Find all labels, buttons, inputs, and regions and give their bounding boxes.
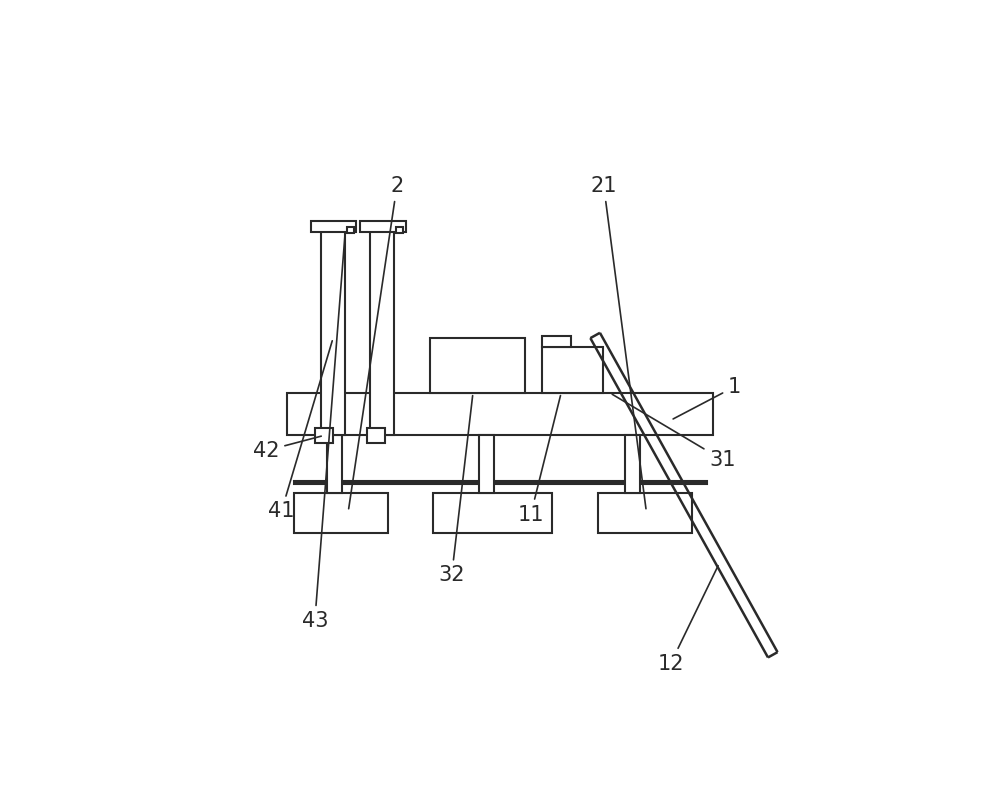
Text: 31: 31 <box>612 394 736 470</box>
Bar <box>396 228 403 234</box>
Text: 2: 2 <box>349 176 404 509</box>
Bar <box>360 220 406 231</box>
Text: 11: 11 <box>517 396 560 525</box>
Bar <box>542 348 603 393</box>
Text: 41: 41 <box>268 340 332 521</box>
Bar <box>347 228 354 234</box>
Bar <box>598 493 692 532</box>
Text: 32: 32 <box>438 396 473 585</box>
Bar <box>311 220 356 231</box>
Bar <box>430 338 525 393</box>
Text: 42: 42 <box>253 436 321 461</box>
Text: 12: 12 <box>657 566 718 674</box>
Bar <box>294 481 707 484</box>
Bar <box>479 435 494 493</box>
Bar <box>294 493 388 532</box>
Bar <box>287 393 713 435</box>
Bar <box>433 493 552 532</box>
Bar <box>370 226 394 435</box>
Bar <box>321 226 345 435</box>
Text: 43: 43 <box>302 235 345 631</box>
Bar <box>542 337 571 348</box>
Bar <box>327 435 342 493</box>
Text: 1: 1 <box>673 377 741 419</box>
Text: 21: 21 <box>590 176 646 509</box>
Bar <box>625 435 640 493</box>
Bar <box>367 427 385 442</box>
Bar <box>315 427 333 442</box>
